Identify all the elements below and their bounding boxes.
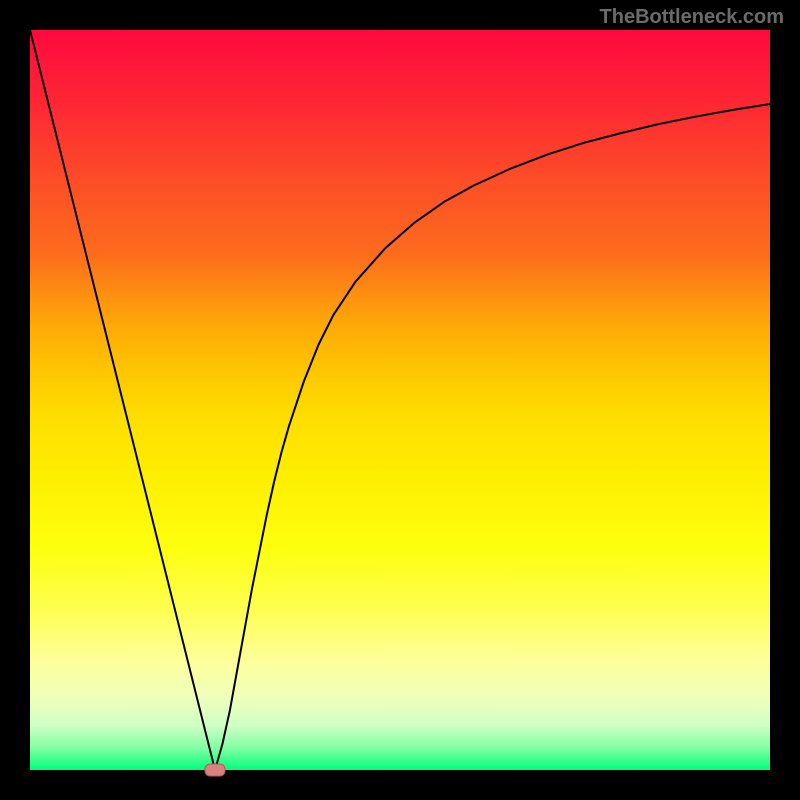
bottleneck-chart: TheBottleneck.com (0, 0, 800, 800)
plot-background (30, 30, 770, 770)
watermark-text: TheBottleneck.com (600, 6, 784, 29)
chart-svg (0, 0, 800, 800)
valley-marker (205, 764, 225, 776)
